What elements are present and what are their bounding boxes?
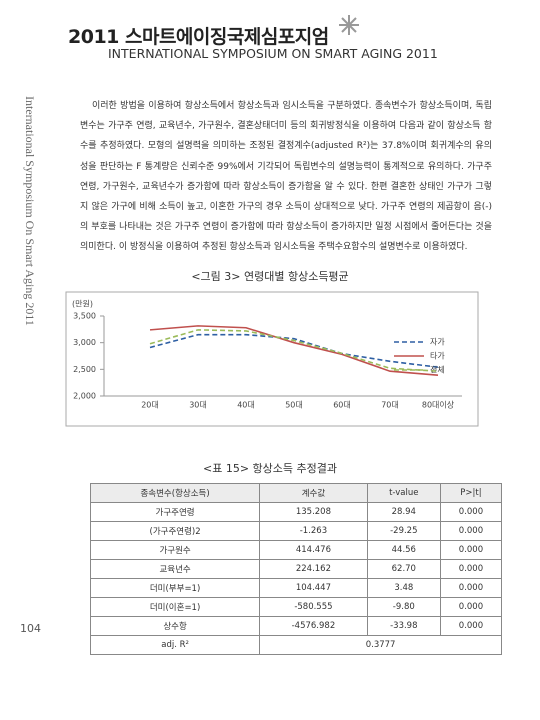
table-row: 가구주연령 135.208 28.94 0.000: [89, 502, 503, 522]
table-cell: 더미(이혼=1): [89, 597, 261, 617]
table-cell: 104.447: [259, 578, 368, 598]
table-cell: adj. R²: [89, 635, 261, 655]
header-title: 2011 스마트에이징국제심포지엄: [68, 26, 329, 48]
page-number: 104: [20, 622, 41, 635]
chart: (만원) 2,000 2,500 3,000 3,500 20대 30대 40대 50대 60대 7…: [65, 291, 479, 427]
x-tick-label: 40대: [237, 401, 255, 410]
table-cell: 0.000: [439, 578, 503, 598]
table-cell: 가구원수: [89, 540, 261, 560]
table-row: 가구원수 414.476 44.56 0.000: [89, 540, 503, 560]
series-line: [149, 325, 439, 376]
table-cell: 0.000: [439, 521, 503, 541]
table-cell: -29.25: [366, 521, 441, 541]
table-cell: 3.48: [366, 578, 441, 598]
table-cell: 0.000: [439, 597, 503, 617]
y-tick-label: 3,500: [73, 312, 96, 321]
table-row: adj. R² 0.3777: [89, 635, 502, 655]
header-cell: P>|t|: [439, 483, 503, 503]
x-tick-label: 80대이상: [422, 400, 455, 410]
table: 종속변수(항상소득) 계수값 t-value P>|t| 가구주연령 135.208 28.…: [89, 483, 503, 655]
table-cell: 가구주연령: [89, 502, 261, 522]
y-tick-label: 2,000: [73, 392, 96, 401]
table-cell: 62.70: [366, 559, 441, 579]
table-row: 종속변수(항상소득) 계수값 t-value P>|t|: [89, 483, 503, 503]
legend-label: 타가: [430, 352, 445, 361]
paragraph: 이러한 방법을 이용하여 항상소득에서 항상소득과 임시소득을 구분하였다. 종…: [80, 101, 492, 253]
header-cell: t-value: [366, 483, 441, 503]
table-row: 상수항 -4576.982 -33.98 0.000: [89, 616, 503, 636]
series-line: [149, 329, 439, 372]
table-row: (가구주연령)2 -1.263 -29.25 0.000: [89, 521, 503, 541]
y-tick-label: 3,000: [73, 338, 96, 347]
legend-label: 전체: [430, 365, 445, 375]
table-cell: 44.56: [366, 540, 441, 560]
x-tick-label: 30대: [189, 401, 207, 410]
table-cell: 0.000: [439, 540, 503, 560]
header-subtitle: INTERNATIONAL SYMPOSIUM ON SMART AGING 2…: [108, 46, 438, 61]
table-row: 교육년수 224.162 62.70 0.000: [89, 559, 503, 579]
logo: [339, 15, 359, 35]
table-caption: <표 15> 항상소득 추정결과: [203, 462, 337, 475]
table-cell: 0.000: [439, 559, 503, 579]
x-tick-label: 60대: [333, 401, 351, 410]
table-cell: -4576.982: [259, 616, 368, 636]
x-tick-label: 50대: [285, 401, 303, 410]
table-cell: 교육년수: [89, 559, 261, 579]
table-cell: -33.98: [366, 616, 441, 636]
table-cell: 135.208: [259, 502, 368, 522]
y-tick-label: 2,500: [73, 365, 96, 374]
table-cell: (가구주연령)2: [89, 521, 261, 541]
table-cell: 224.162: [259, 559, 368, 579]
table-cell: 0.3777: [259, 635, 502, 655]
chart-frame: [65, 291, 479, 427]
table-cell: 0.000: [439, 502, 503, 522]
x-tick-label: 20대: [141, 401, 159, 410]
header-cell: 종속변수(항상소득): [89, 483, 261, 503]
side-text: International Symposium On Smart Aging 2…: [23, 96, 37, 326]
table-cell: -580.555: [259, 597, 368, 617]
x-tick-label: 70대: [381, 401, 399, 410]
header-cell: 계수값: [259, 483, 368, 503]
table-cell: 414.476: [259, 540, 368, 560]
legend-label: 자가: [430, 338, 445, 347]
table-row: 더미(이혼=1) -580.555 -9.80 0.000: [89, 597, 503, 617]
series-line: [149, 333, 439, 368]
table-cell: 상수항: [89, 616, 261, 636]
figure-caption: <그림 3> 연령대별 항상소득평균: [191, 270, 349, 283]
table-row: 더미(부부=1) 104.447 3.48 0.000: [89, 578, 503, 598]
table-cell: -9.80: [366, 597, 441, 617]
table-cell: 더미(부부=1): [89, 578, 261, 598]
table-cell: 28.94: [366, 502, 441, 522]
y-axis-label: (만원): [72, 300, 93, 309]
table-cell: -1.263: [259, 521, 368, 541]
table-cell: 0.000: [439, 616, 503, 636]
